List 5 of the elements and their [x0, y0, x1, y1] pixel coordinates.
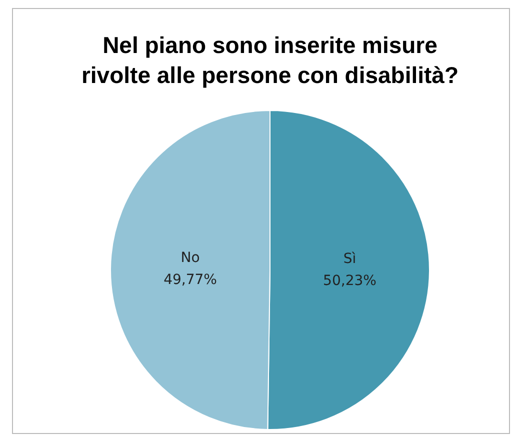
- data-label: 50,23%: [323, 273, 376, 290]
- slice-label: Sì: [343, 251, 356, 268]
- slice-label: No: [180, 250, 200, 266]
- data-label: 49,77%: [164, 272, 217, 288]
- chart-title: Nel piano sono inserite misure rivolte alle persone con disabilità?: [80, 31, 460, 90]
